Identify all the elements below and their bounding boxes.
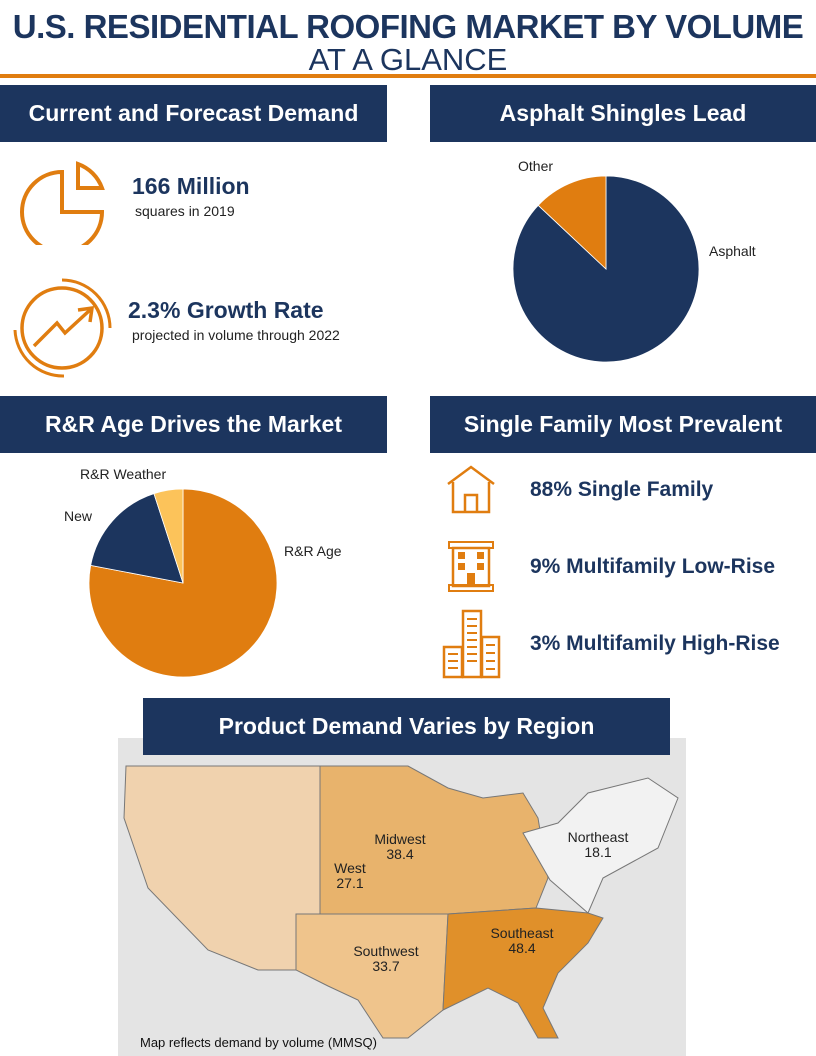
region-name: West [334,860,366,876]
pie-label: R&R Weather [80,466,166,482]
pie-label: Other [518,158,553,174]
stat-volume-sub: squares in 2019 [135,203,235,219]
pie-label: Asphalt [709,243,756,259]
map-note: Map reflects demand by volume (MMSQ) [140,1035,377,1050]
section-header-demand: Current and Forecast Demand [0,85,387,142]
stat-growth: 2.3% Growth Rate [128,297,324,323]
pie-chart-icon [20,161,105,245]
region-northeast [522,777,679,914]
region-name: Southwest [353,943,418,959]
pie-slice-r-r-age [88,488,278,678]
pie-slice-r-r-weather [153,488,184,584]
growth-chart-icon [13,278,112,378]
pie-slice-other [537,175,607,270]
region-name: Northeast [568,829,629,845]
section-header-family: Single Family Most Prevalent [430,396,816,453]
family-item-highrise: 3% Multifamily High-Rise [530,632,780,655]
region-name: Midwest [374,831,425,847]
region-value: 33.7 [372,958,399,974]
region-name: Southeast [490,925,553,941]
section-header-region: Product Demand Varies by Region [143,698,670,755]
apartment-icon [448,541,494,592]
pie-label: New [64,508,93,524]
family-item-single: 88% Single Family [530,478,714,501]
pie-label: R&R Age [284,543,342,559]
stat-volume: 166 Million [132,173,250,199]
stat-growth-sub: projected in volume through 2022 [132,327,340,343]
house-icon [447,465,495,514]
region-value: 48.4 [508,940,535,956]
page-subtitle: AT A GLANCE [308,42,508,77]
page-title: U.S. RESIDENTIAL ROOFING MARKET BY VOLUM… [12,8,804,45]
region-southeast [442,907,604,1039]
divider [0,74,816,78]
region-value: 18.1 [584,844,611,860]
family-item-lowrise: 9% Multifamily Low-Rise [530,555,776,578]
section-header-shingles: Asphalt Shingles Lead [430,85,816,142]
region-value: 27.1 [336,875,363,891]
section-header-rr: R&R Age Drives the Market [0,396,387,453]
pie-slice-new [90,493,184,584]
high-rise-icon [442,609,501,679]
rr-pie: R&R Age New R&R Weather [64,466,342,678]
asphalt-pie: Asphalt Other [512,158,756,363]
region-value: 38.4 [386,846,413,862]
